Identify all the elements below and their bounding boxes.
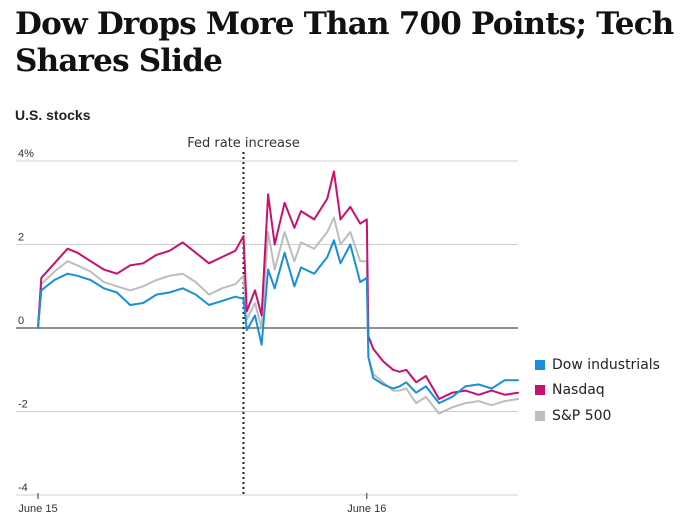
- chart-legend: Dow industrials Nasdaq S&P 500: [535, 352, 660, 429]
- y-tick-label: -2: [18, 399, 28, 411]
- legend-swatch: [535, 385, 545, 396]
- y-tick-label: -4: [18, 482, 28, 494]
- series-line-s-p-500: [37, 216, 519, 415]
- chart-title: U.S. stocks: [15, 107, 91, 123]
- x-tick-label: June 16: [347, 503, 386, 514]
- headline: Dow Drops More Than 700 Points; Tech Sha…: [15, 6, 674, 79]
- y-tick-label: 2: [18, 232, 24, 244]
- series-line-nasdaq: [37, 170, 519, 400]
- legend-item: Dow industrials: [535, 352, 660, 378]
- legend-label: Dow industrials: [552, 356, 660, 373]
- series-line-dow-industrials: [37, 239, 519, 405]
- legend-label: S&P 500: [552, 407, 612, 424]
- legend-swatch: [535, 410, 545, 421]
- legend-swatch: [535, 359, 545, 370]
- y-tick-label: 4%: [18, 148, 34, 160]
- y-tick-label: 0: [18, 315, 24, 327]
- legend-item: Nasdaq: [535, 378, 660, 404]
- legend-item: S&P 500: [535, 403, 660, 429]
- legend-label: Nasdaq: [552, 382, 605, 399]
- annotation-label: Fed rate increase: [187, 136, 299, 151]
- x-tick-label: June 15: [18, 503, 57, 514]
